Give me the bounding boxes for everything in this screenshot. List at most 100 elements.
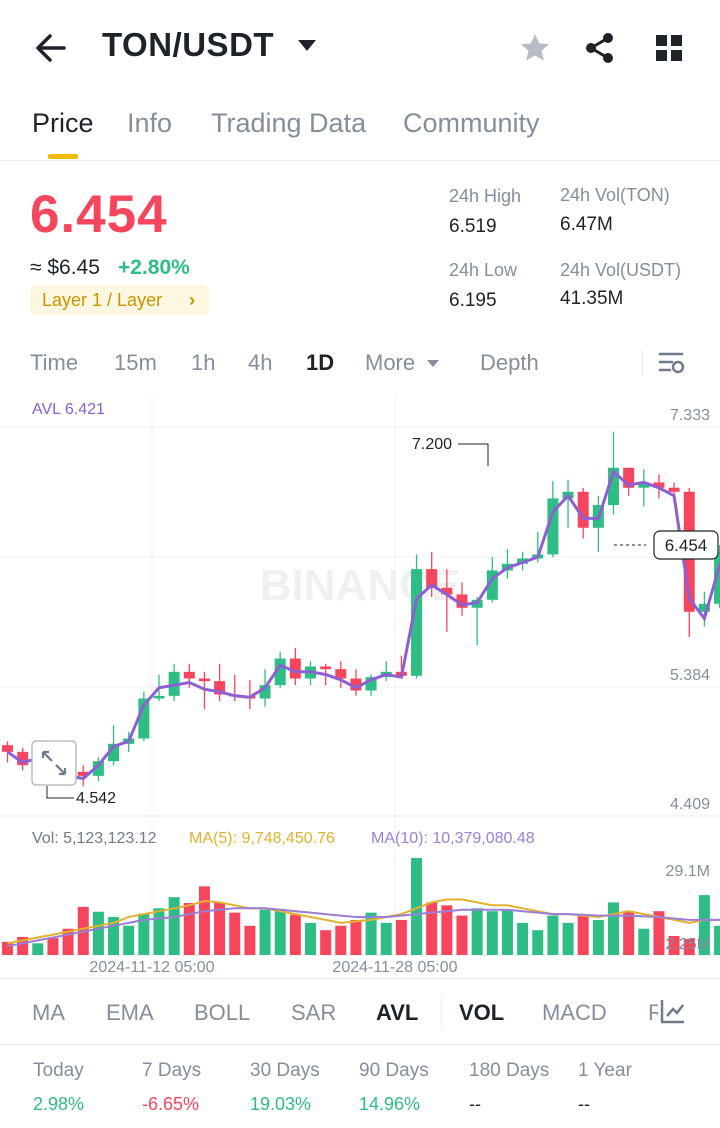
last-price-tag [653,530,719,560]
volume-bar [653,911,665,955]
candle-body [259,685,271,699]
indicator-vol[interactable]: VOL [459,1000,505,1025]
volume-bar [183,903,195,955]
volume-bar [577,914,589,955]
volume-bar [2,941,13,955]
chevron-down-icon[interactable] [298,40,316,51]
avl-line [6,469,720,781]
price-chart[interactable]: BINANCE AVL 6.421 7.333 5.384 4.409 7.20… [0,392,720,972]
y-tick: 4.409 [670,796,710,813]
interval-depth[interactable]: Depth [480,350,539,375]
volume-bar [320,930,332,955]
perf-label-90d: 90 Days [359,1060,429,1081]
tab-community[interactable]: Community [403,108,540,138]
indicator-boll[interactable]: BOLL [194,1000,251,1025]
indicator-sar[interactable]: SAR [291,1000,337,1025]
indicator-rsi[interactable]: R [648,1000,658,1025]
volume-bar [668,936,680,955]
pair-title[interactable]: TON/USDT [102,26,275,63]
tab-trading-data[interactable]: Trading Data [211,108,367,138]
share-icon[interactable] [582,28,618,68]
active-tab-indicator [48,154,78,159]
caret-down-icon [427,360,440,367]
category-tag[interactable]: Layer 1 / Layer › [30,285,210,315]
vol-ton-label: 24h Vol(TON) [560,185,670,205]
vol-ton-value: 6.47M [560,214,613,235]
candle-body [320,666,332,670]
interval-1h[interactable]: 1h [191,350,216,375]
divider [0,160,720,161]
volume-bars [2,858,720,955]
volume-bar [289,914,301,955]
vol-y-tick: 29.1M [666,863,710,880]
indicator-ema[interactable]: EMA [106,1000,154,1025]
interval-1d[interactable]: 1D [306,350,335,375]
back-arrow-icon[interactable] [26,28,70,68]
candle-body [335,669,347,679]
volume-bar [32,943,44,955]
perf-value-30d: 19.03% [250,1094,312,1114]
candle-body [198,678,210,682]
perf-value-1y: -- [578,1094,590,1114]
candle-body [274,658,286,686]
expand-button[interactable] [31,740,77,786]
low-marker: 4.542 [76,790,116,807]
volume-bar [335,925,347,955]
interval-more[interactable]: More [365,350,440,376]
avl-label: AVL 6.421 [32,401,105,418]
candle-body [486,570,498,600]
grid-menu-icon[interactable] [652,28,688,68]
candle-body [17,751,29,766]
candle-body [138,698,150,739]
candle-body [411,569,423,676]
perf-label-30d: 30 Days [250,1060,320,1081]
ma5-label: MA(5): 9,748,450.76 [189,830,335,847]
low-label: 24h Low [449,260,518,280]
low-marker-line [46,786,74,799]
volume-bar [153,908,165,955]
tab-info[interactable]: Info [127,108,173,138]
indicator-settings-icon[interactable] [658,996,688,1026]
volume-bar [47,938,59,955]
high-label: 24h High [449,186,522,206]
indicator-ma[interactable]: MA [32,1000,65,1025]
volume-bar [501,909,513,955]
volume-bar [108,917,120,955]
candle-body [426,569,438,588]
volume-bar [608,902,619,955]
interval-15m[interactable]: 15m [114,350,157,375]
volume-bar [259,909,271,955]
volume-bar [168,897,180,955]
volume-bar [698,895,710,955]
star-icon[interactable] [517,28,553,68]
candle-body [289,658,301,679]
candle-body [608,467,619,506]
volume-bar [683,938,695,955]
perf-value-180d: -- [469,1094,481,1114]
interval-time[interactable]: Time [30,350,79,375]
volume-bar [532,930,544,955]
divider [0,1044,720,1045]
ma5-line [7,898,720,945]
interval-4h[interactable]: 4h [248,350,273,375]
candle-body [350,678,362,691]
x-tick: 2024-11-12 05:00 [89,959,214,972]
x-tick: 2024-11-28 05:00 [332,959,457,972]
chevron-right-icon: › [189,290,196,310]
volume-bar [623,911,635,955]
candle-body [577,491,589,528]
volume-bar [138,913,150,955]
fiat-price: ≈ $6.45 [30,256,100,279]
volume-bar [365,912,377,955]
chart-settings-icon[interactable] [658,350,686,376]
volume-bar [274,908,286,955]
indicator-macd[interactable]: MACD [542,1000,607,1025]
tab-price[interactable]: Price [32,108,94,138]
volume-bar [17,936,29,955]
perf-label-1y: 1 Year [578,1060,632,1081]
candle-body [638,482,650,488]
ma10-line [7,907,720,948]
vol-usdt-value: 41.35M [560,288,624,309]
perf-label-7d: 7 Days [142,1060,202,1081]
indicator-avl[interactable]: AVL [376,1000,419,1025]
